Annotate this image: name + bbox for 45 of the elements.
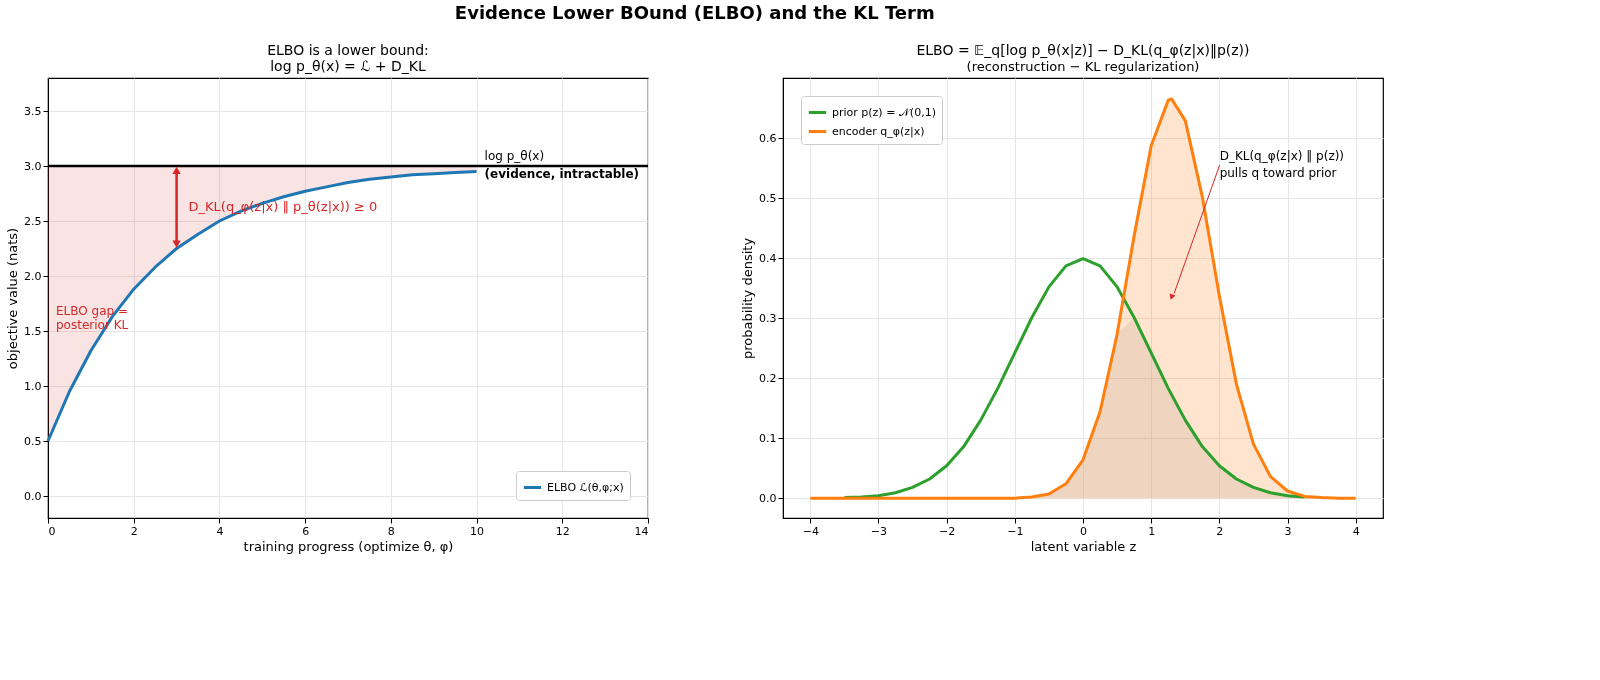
x-tick-label: −3	[870, 524, 888, 538]
x-tick-label: 2	[130, 524, 138, 538]
x-tick-label: 14	[634, 524, 649, 538]
y-tick-label: 0.0	[759, 491, 777, 505]
y-tick-label: 0.6	[759, 131, 777, 145]
x-tick-label: 4	[1352, 524, 1360, 538]
x-tick-label: 4	[216, 524, 224, 538]
legend-label: prior p(z) = 𝒩(0,1)	[832, 105, 936, 119]
y-tick-label: 3.5	[24, 104, 42, 118]
y-tick-label: 0.5	[759, 191, 777, 205]
x-tick-label: 12	[555, 524, 570, 538]
x-tick-label: 3	[1284, 524, 1292, 538]
chart-subtitle: (reconstruction − KL regularization)	[966, 59, 1200, 74]
y-tick-label: 0.3	[759, 311, 777, 325]
y-tick-label: 1.5	[24, 324, 42, 338]
legend-label: encoder q_φ(z|x)	[832, 124, 925, 138]
y-tick-label: 3.0	[24, 159, 42, 173]
y-tick-label: 0.5	[24, 434, 42, 448]
chart-subtitle: ELBO is a lower bound: log p_θ(x) = ℒ + D_KL	[267, 42, 429, 74]
ref-line-label: log p_θ(x) (evidence, intractable)	[484, 149, 640, 181]
x-tick-label: 0	[48, 524, 56, 538]
chart-title: ELBO = 𝔼_q[log p_θ(x|z)] − D_KL(q_φ(z|x)‖p(z))	[916, 42, 1250, 59]
x-tick-label: −4	[802, 524, 819, 538]
x-tick-label: 8	[387, 524, 395, 538]
annotation: D_KL(q_φ(z|x) ‖ p(z)) pulls q toward prior	[1219, 149, 1345, 181]
x-tick-label: 6	[302, 524, 310, 538]
x-axis-title: training progress (optimize θ, φ)	[243, 538, 454, 554]
y-tick-label: 0.1	[759, 431, 777, 445]
x-tick-label: 10	[470, 524, 485, 538]
y-tick-label: 2.0	[24, 269, 42, 283]
x-tick-label: 0	[1080, 524, 1087, 538]
x-tick-label: −2	[939, 524, 956, 538]
y-tick-label: 0.0	[24, 489, 42, 503]
x-tick-label: 1	[1148, 524, 1156, 538]
y-axis-title: probability density	[740, 237, 756, 360]
x-tick-label: −1	[1007, 524, 1024, 538]
y-tick-label: 1.0	[24, 379, 42, 393]
x-axis-title: latent variable z	[1030, 538, 1137, 554]
y-tick-label: 0.4	[759, 251, 777, 265]
y-tick-label: 0.2	[759, 371, 777, 385]
legend-label: ELBO ℒ(θ,φ;x)	[547, 480, 624, 494]
text: Evidence Lower BOund (ELBO) and the KL Term	[454, 2, 935, 24]
y-axis-title: objective value (nats)	[5, 227, 21, 370]
y-tick-label: 2.5	[24, 214, 42, 228]
x-tick-label: 2	[1216, 524, 1224, 538]
